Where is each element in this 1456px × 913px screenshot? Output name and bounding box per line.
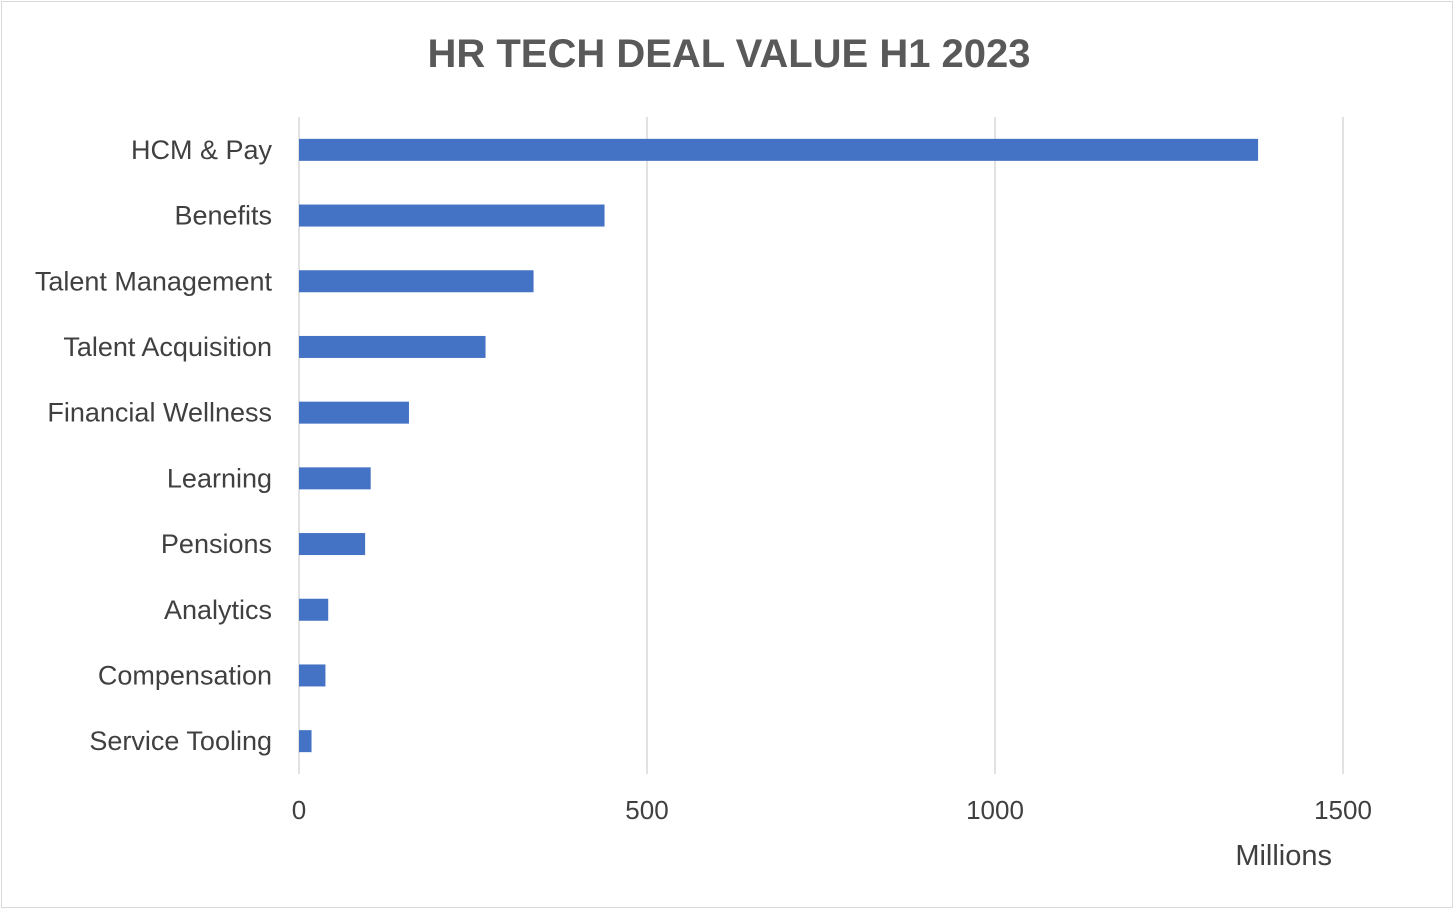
category-label: Pensions xyxy=(161,529,272,559)
category-label: Learning xyxy=(167,463,272,493)
bar xyxy=(299,533,366,556)
bar xyxy=(299,270,534,293)
tick-labels: 0 500 1000 1500 xyxy=(292,795,1372,825)
category-label: HCM & Pay xyxy=(131,135,273,165)
x-tick-label: 1000 xyxy=(966,795,1024,825)
category-label: Service Tooling xyxy=(89,726,272,756)
bar xyxy=(299,204,605,227)
bar xyxy=(299,401,409,424)
x-axis-unit-label: Millions xyxy=(1235,840,1332,872)
category-labels: HCM & Pay Benefits Talent Management Talent… xyxy=(35,135,273,756)
x-tick-label: 500 xyxy=(625,795,668,825)
bar xyxy=(299,335,486,358)
x-tick-label: 0 xyxy=(292,795,306,825)
category-label: Talent Management xyxy=(35,266,273,296)
bar xyxy=(299,138,1259,161)
bar xyxy=(299,664,326,687)
bar xyxy=(299,467,371,490)
bars xyxy=(299,138,1259,753)
category-label: Financial Wellness xyxy=(47,398,272,428)
bar xyxy=(299,598,329,621)
x-tick-label: 1500 xyxy=(1314,795,1372,825)
category-label: Analytics xyxy=(164,595,272,625)
bar xyxy=(299,730,312,753)
chart-title: HR TECH DEAL VALUE H1 2023 xyxy=(427,32,1030,76)
category-label: Talent Acquisition xyxy=(63,332,272,362)
category-label: Benefits xyxy=(174,201,272,231)
category-label: Compensation xyxy=(98,660,272,690)
